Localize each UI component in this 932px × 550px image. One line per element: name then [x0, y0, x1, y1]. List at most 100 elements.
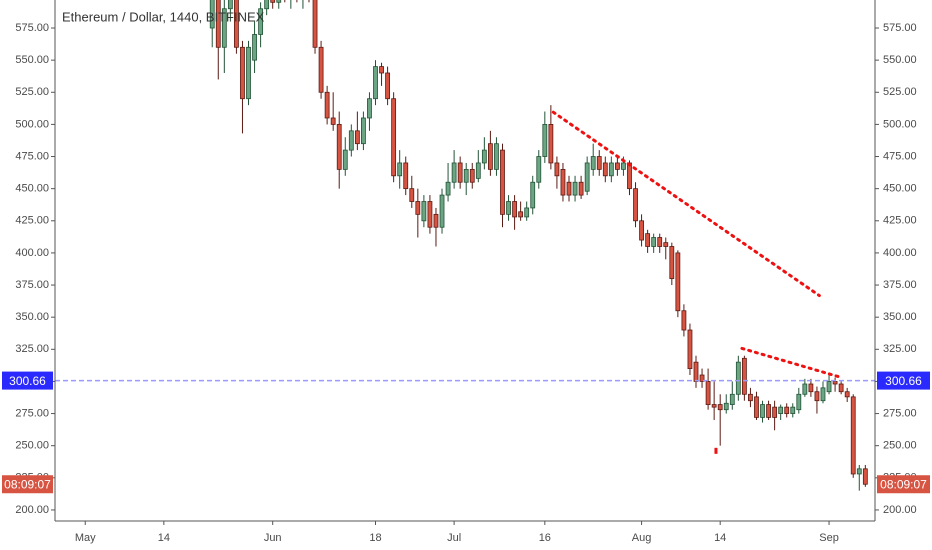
countdown-label: 08:09:07 — [4, 477, 51, 491]
candle-body — [373, 66, 378, 100]
price-label: 300.66 — [885, 374, 922, 388]
y-tick-label: 525.00 — [883, 86, 917, 98]
y-tick-label: 475.00 — [883, 150, 917, 162]
candle-body — [778, 406, 784, 414]
candle-body — [802, 383, 808, 395]
candle-body — [572, 181, 578, 196]
candle-body — [421, 201, 427, 222]
candle-body — [234, 0, 239, 48]
candle-body — [760, 404, 765, 418]
candle-body — [433, 213, 439, 228]
candle-body — [227, 0, 233, 10]
price-label-box — [877, 371, 930, 390]
candle-body — [850, 396, 856, 475]
candle-body — [439, 194, 445, 228]
candle-body — [838, 383, 844, 393]
candle-body — [469, 168, 475, 183]
candle-body — [705, 381, 711, 405]
candle-body — [826, 381, 832, 393]
candle-body — [264, 0, 270, 10]
candle-body — [729, 393, 735, 405]
candle-body — [240, 46, 245, 100]
y-tick-label: 275.00 — [15, 407, 49, 419]
candle-body — [627, 162, 632, 190]
candle-body — [699, 374, 705, 382]
y-tick-label: 200.00 — [883, 504, 917, 516]
candle-body — [524, 207, 530, 218]
y-tick-label: 250.00 — [883, 440, 917, 452]
candle-body — [566, 181, 572, 196]
candle-body — [578, 181, 584, 196]
candle-body — [862, 468, 868, 485]
y-tick-label: 525.00 — [15, 86, 49, 98]
candle-body — [246, 46, 251, 100]
candle-body — [536, 156, 542, 183]
candle-body — [258, 8, 264, 35]
candle-body — [633, 188, 638, 222]
candle-body — [621, 162, 626, 170]
x-tick-label: Jul — [447, 532, 461, 544]
candle-body — [512, 201, 517, 218]
candle-body — [735, 361, 741, 395]
candle-body — [361, 117, 366, 145]
y-tick-label: 425.00 — [15, 215, 49, 227]
y-tick-label: 550.00 — [883, 54, 917, 66]
candle-body — [324, 91, 330, 119]
candle-body — [844, 391, 850, 398]
candle-body — [602, 162, 608, 177]
y-tick-label: 325.00 — [15, 343, 49, 355]
y-tick-label: 400.00 — [15, 247, 49, 259]
candle-body — [657, 237, 663, 247]
price-label-box — [2, 371, 53, 390]
candle-body — [397, 162, 403, 177]
trendline — [551, 110, 821, 298]
candle-body — [554, 162, 560, 177]
candle-body — [790, 406, 796, 414]
y-tick-label: 350.00 — [15, 311, 49, 323]
candle-body — [487, 143, 493, 170]
candle-body — [518, 211, 524, 218]
candle-body — [415, 201, 421, 215]
candle-body — [348, 130, 354, 151]
candle-body — [796, 393, 802, 411]
y-tick-label: 500.00 — [883, 118, 917, 130]
candle-body — [457, 162, 463, 183]
y-tick-label: 550.00 — [15, 54, 49, 66]
candle-body — [772, 406, 778, 418]
candle-body — [663, 242, 669, 247]
candle-body — [748, 393, 753, 402]
candle-body — [215, 0, 221, 48]
candle-body — [560, 168, 566, 196]
y-tick-label: 575.00 — [15, 22, 49, 34]
candle-body — [820, 387, 826, 402]
candle-body — [427, 201, 433, 228]
x-tick-label: May — [75, 532, 96, 544]
candle-body — [270, 0, 276, 3]
candle-body — [669, 246, 675, 280]
candle-body — [687, 329, 693, 369]
candle-body — [766, 404, 771, 418]
marker — [714, 447, 718, 454]
candle-body — [276, 0, 282, 3]
candle-body — [596, 156, 602, 170]
candle-body — [754, 396, 759, 418]
candle-body — [681, 310, 687, 331]
candle-body — [639, 220, 644, 241]
candle-body — [318, 46, 324, 93]
candle-body — [385, 72, 390, 100]
y-tick-label: 375.00 — [883, 279, 917, 291]
x-tick-label: 18 — [369, 532, 381, 544]
y-tick-label: 400.00 — [883, 247, 917, 259]
candle-body — [723, 402, 729, 411]
y-tick-label: 200.00 — [15, 504, 49, 516]
candle-body — [209, 0, 215, 29]
x-tick-label: Jun — [264, 532, 282, 544]
x-tick-label: Sep — [819, 532, 839, 544]
candle-body — [645, 233, 651, 247]
y-tick-label: 575.00 — [883, 22, 917, 34]
candle-body — [711, 404, 717, 408]
candle-body — [330, 117, 336, 125]
candle-body — [409, 188, 415, 202]
axes: 200.00200.00225.00225.00250.00250.00275.… — [2, 22, 930, 544]
